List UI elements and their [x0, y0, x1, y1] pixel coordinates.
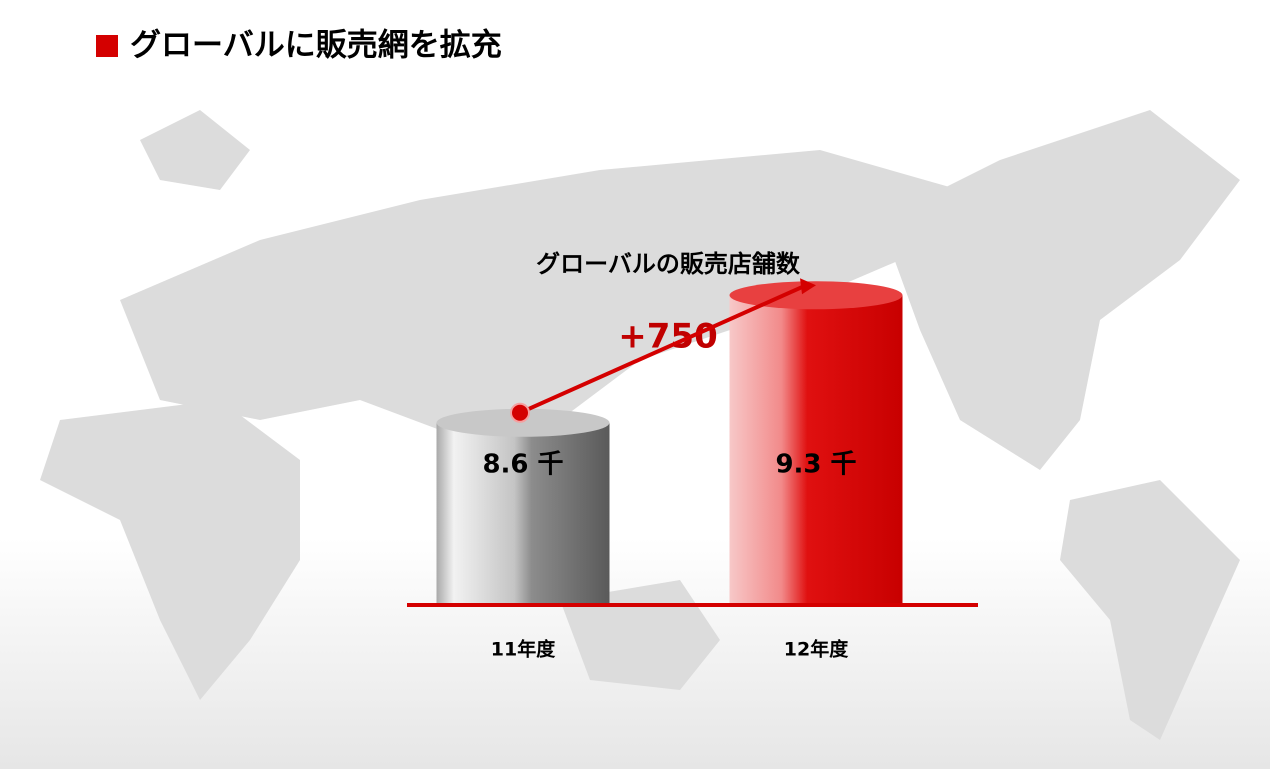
growth-arrow [519, 284, 805, 415]
heading: グローバルに販売網を拡充 [130, 28, 502, 64]
heading-bullet [96, 35, 118, 57]
world-map [40, 110, 1240, 740]
x-tick-label: 11年度 [491, 638, 556, 661]
chart-title: グローバルの販売店舗数 [536, 250, 801, 278]
x-tick-label: 12年度 [784, 638, 849, 661]
cylinder-body [436, 422, 610, 605]
value-label: 9.3 千 [775, 450, 856, 480]
cylinder-body [729, 295, 903, 605]
cylinder-top [436, 408, 610, 437]
arrow-origin [510, 402, 530, 423]
cylinder-top [729, 281, 903, 310]
baseline [407, 603, 978, 607]
arrow-head [800, 278, 816, 295]
annotation: +750 [618, 317, 717, 357]
value-label: 8.6 千 [482, 450, 563, 480]
